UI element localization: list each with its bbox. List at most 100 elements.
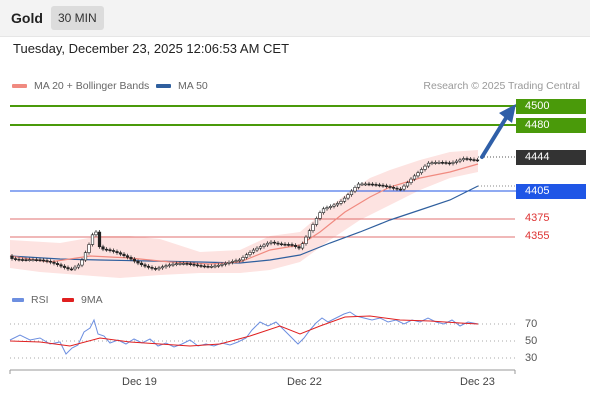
candle-body	[83, 252, 88, 261]
candle-body	[328, 206, 333, 208]
osc-level-30: 30	[525, 352, 538, 364]
rsi-ma-line	[9, 315, 479, 347]
candle-body	[384, 185, 389, 188]
candle-body	[178, 263, 182, 265]
candle-body	[370, 183, 375, 186]
candle-body	[108, 249, 112, 252]
candle-body	[304, 236, 308, 244]
candle-body	[111, 250, 116, 252]
candle-body	[279, 243, 284, 246]
candle-body	[223, 263, 228, 265]
timestamp: Tuesday, December 23, 2025 12:06:53 AM C…	[13, 41, 290, 56]
candle-body	[290, 244, 294, 246]
candle-body	[48, 260, 53, 263]
candle-body	[339, 201, 343, 204]
candle-body	[34, 259, 39, 261]
candle-body	[349, 190, 354, 196]
candle-body	[97, 231, 102, 248]
candle-body	[318, 212, 322, 219]
candlesticks	[10, 156, 480, 271]
candle-body	[90, 234, 95, 245]
candle-body	[45, 260, 49, 262]
candle-body	[174, 263, 179, 265]
candle-body	[10, 255, 14, 259]
candle-body	[412, 175, 417, 180]
candle-body	[13, 258, 18, 260]
ma50-line	[9, 185, 479, 264]
legend-ma20: MA 20 + Bollinger Bands	[12, 80, 149, 92]
projection-arrow-shaft	[480, 116, 508, 159]
candle-body	[27, 259, 32, 261]
candle-body	[426, 162, 431, 167]
candle-body	[447, 162, 452, 165]
candle-body	[87, 244, 91, 253]
candle-body	[132, 258, 137, 262]
candle-body	[398, 188, 403, 191]
candle-body	[472, 159, 476, 161]
candle-body	[104, 248, 109, 251]
candle-body	[17, 258, 21, 261]
candle-body	[262, 244, 266, 247]
candle-body	[454, 160, 459, 163]
candle-body	[76, 264, 81, 268]
ma20-swatch	[12, 84, 27, 88]
candle-body	[346, 194, 350, 199]
candle-body	[286, 244, 291, 246]
ma50-swatch	[156, 84, 171, 88]
candle-body	[237, 259, 242, 262]
candle-body	[332, 204, 336, 207]
candle-body	[325, 207, 329, 210]
candle-body	[437, 162, 441, 164]
price-tag-4480: 4480	[516, 118, 586, 133]
candle-body	[402, 185, 406, 190]
candle-body	[66, 267, 70, 270]
candle-body	[101, 246, 105, 250]
candle-body	[150, 267, 154, 269]
candle-body	[202, 265, 207, 268]
candle-body	[342, 197, 347, 202]
candle-body	[458, 159, 462, 162]
candle-body	[164, 265, 168, 268]
candle-body	[41, 259, 46, 262]
legend-rsi-label: RSI	[31, 294, 49, 306]
candle-body	[115, 251, 119, 254]
candle-body	[73, 266, 77, 270]
candle-body	[423, 165, 427, 170]
candle-body	[227, 262, 231, 264]
candle-body	[244, 254, 249, 258]
x-tick-dec22: Dec 22	[287, 376, 322, 388]
candle-body	[311, 224, 315, 232]
candle-body	[185, 263, 189, 265]
candle-body	[419, 169, 424, 174]
x-tick-dec23: Dec 23	[460, 376, 495, 388]
x-tick-dec19: Dec 19	[122, 376, 157, 388]
candle-body	[258, 246, 263, 249]
candle-body	[220, 264, 224, 266]
ma9-swatch	[62, 298, 74, 302]
candle-body	[94, 231, 98, 236]
candle-body	[265, 242, 270, 246]
candle-body	[234, 260, 238, 262]
legend-9ma-label: 9MA	[81, 294, 103, 306]
price-label-4375: 4375	[525, 212, 550, 224]
legend-ma20-label: MA 20 + Bollinger Bands	[34, 80, 150, 92]
rsi-line	[9, 311, 479, 355]
candle-body	[377, 184, 382, 187]
candle-body	[55, 263, 60, 266]
candle-body	[213, 265, 217, 268]
projection-arrow-head	[499, 104, 516, 123]
candle-body	[314, 218, 319, 225]
candle-body	[433, 162, 438, 164]
candle-body	[206, 265, 210, 268]
candle-body	[363, 183, 368, 186]
candle-body	[122, 253, 126, 257]
timeframe-button[interactable]: 30 MIN	[51, 6, 104, 30]
candle-body	[52, 261, 56, 264]
legend-ma50-label: MA 50	[178, 80, 208, 92]
candle-body	[276, 242, 280, 245]
price-tag-last-4444: 4444	[516, 150, 586, 165]
candle-body	[118, 252, 123, 255]
candle-body	[307, 230, 312, 238]
candle-body	[146, 265, 151, 268]
